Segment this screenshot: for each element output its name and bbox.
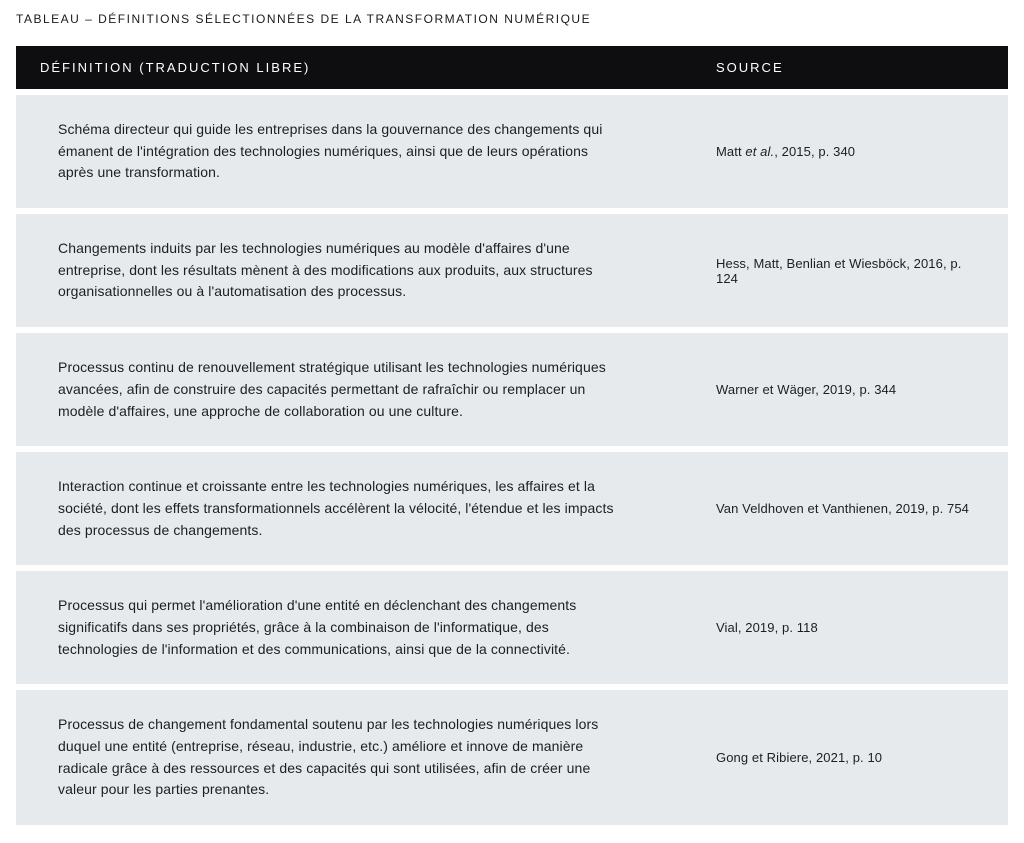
cell-definition: Processus continu de renouvellement stra… bbox=[16, 333, 676, 446]
cell-source: Warner et Wäger, 2019, p. 344 bbox=[676, 333, 1008, 446]
definitions-table: DÉFINITION (TRADUCTION LIBRE) SOURCE Sch… bbox=[16, 40, 1008, 831]
cell-source: Van Veldhoven et Vanthienen, 2019, p. 75… bbox=[676, 452, 1008, 565]
cell-source: Gong et Ribiere, 2021, p. 10 bbox=[676, 690, 1008, 825]
cell-definition: Schéma directeur qui guide les entrepris… bbox=[16, 95, 676, 208]
table-row: Processus qui permet l'amélioration d'un… bbox=[16, 571, 1008, 684]
cell-definition: Changements induits par les technologies… bbox=[16, 214, 676, 327]
table-caption: TABLEAU – DÉFINITIONS SÉLECTIONNÉES DE L… bbox=[16, 12, 1008, 26]
table-row: Processus de changement fondamental sout… bbox=[16, 690, 1008, 825]
cell-definition: Processus de changement fondamental sout… bbox=[16, 690, 676, 825]
table-row: Schéma directeur qui guide les entrepris… bbox=[16, 95, 1008, 208]
cell-source: Vial, 2019, p. 118 bbox=[676, 571, 1008, 684]
col-header-source: SOURCE bbox=[676, 46, 1008, 89]
table-body: Schéma directeur qui guide les entrepris… bbox=[16, 95, 1008, 825]
col-header-definition: DÉFINITION (TRADUCTION LIBRE) bbox=[16, 46, 676, 89]
table-row: Changements induits par les technologies… bbox=[16, 214, 1008, 327]
table-row: Processus continu de renouvellement stra… bbox=[16, 333, 1008, 446]
table-row: Interaction continue et croissante entre… bbox=[16, 452, 1008, 565]
cell-source: Hess, Matt, Benlian et Wiesböck, 2016, p… bbox=[676, 214, 1008, 327]
cell-definition: Processus qui permet l'amélioration d'un… bbox=[16, 571, 676, 684]
cell-source: Matt et al., 2015, p. 340 bbox=[676, 95, 1008, 208]
cell-definition: Interaction continue et croissante entre… bbox=[16, 452, 676, 565]
table-header-row: DÉFINITION (TRADUCTION LIBRE) SOURCE bbox=[16, 46, 1008, 89]
